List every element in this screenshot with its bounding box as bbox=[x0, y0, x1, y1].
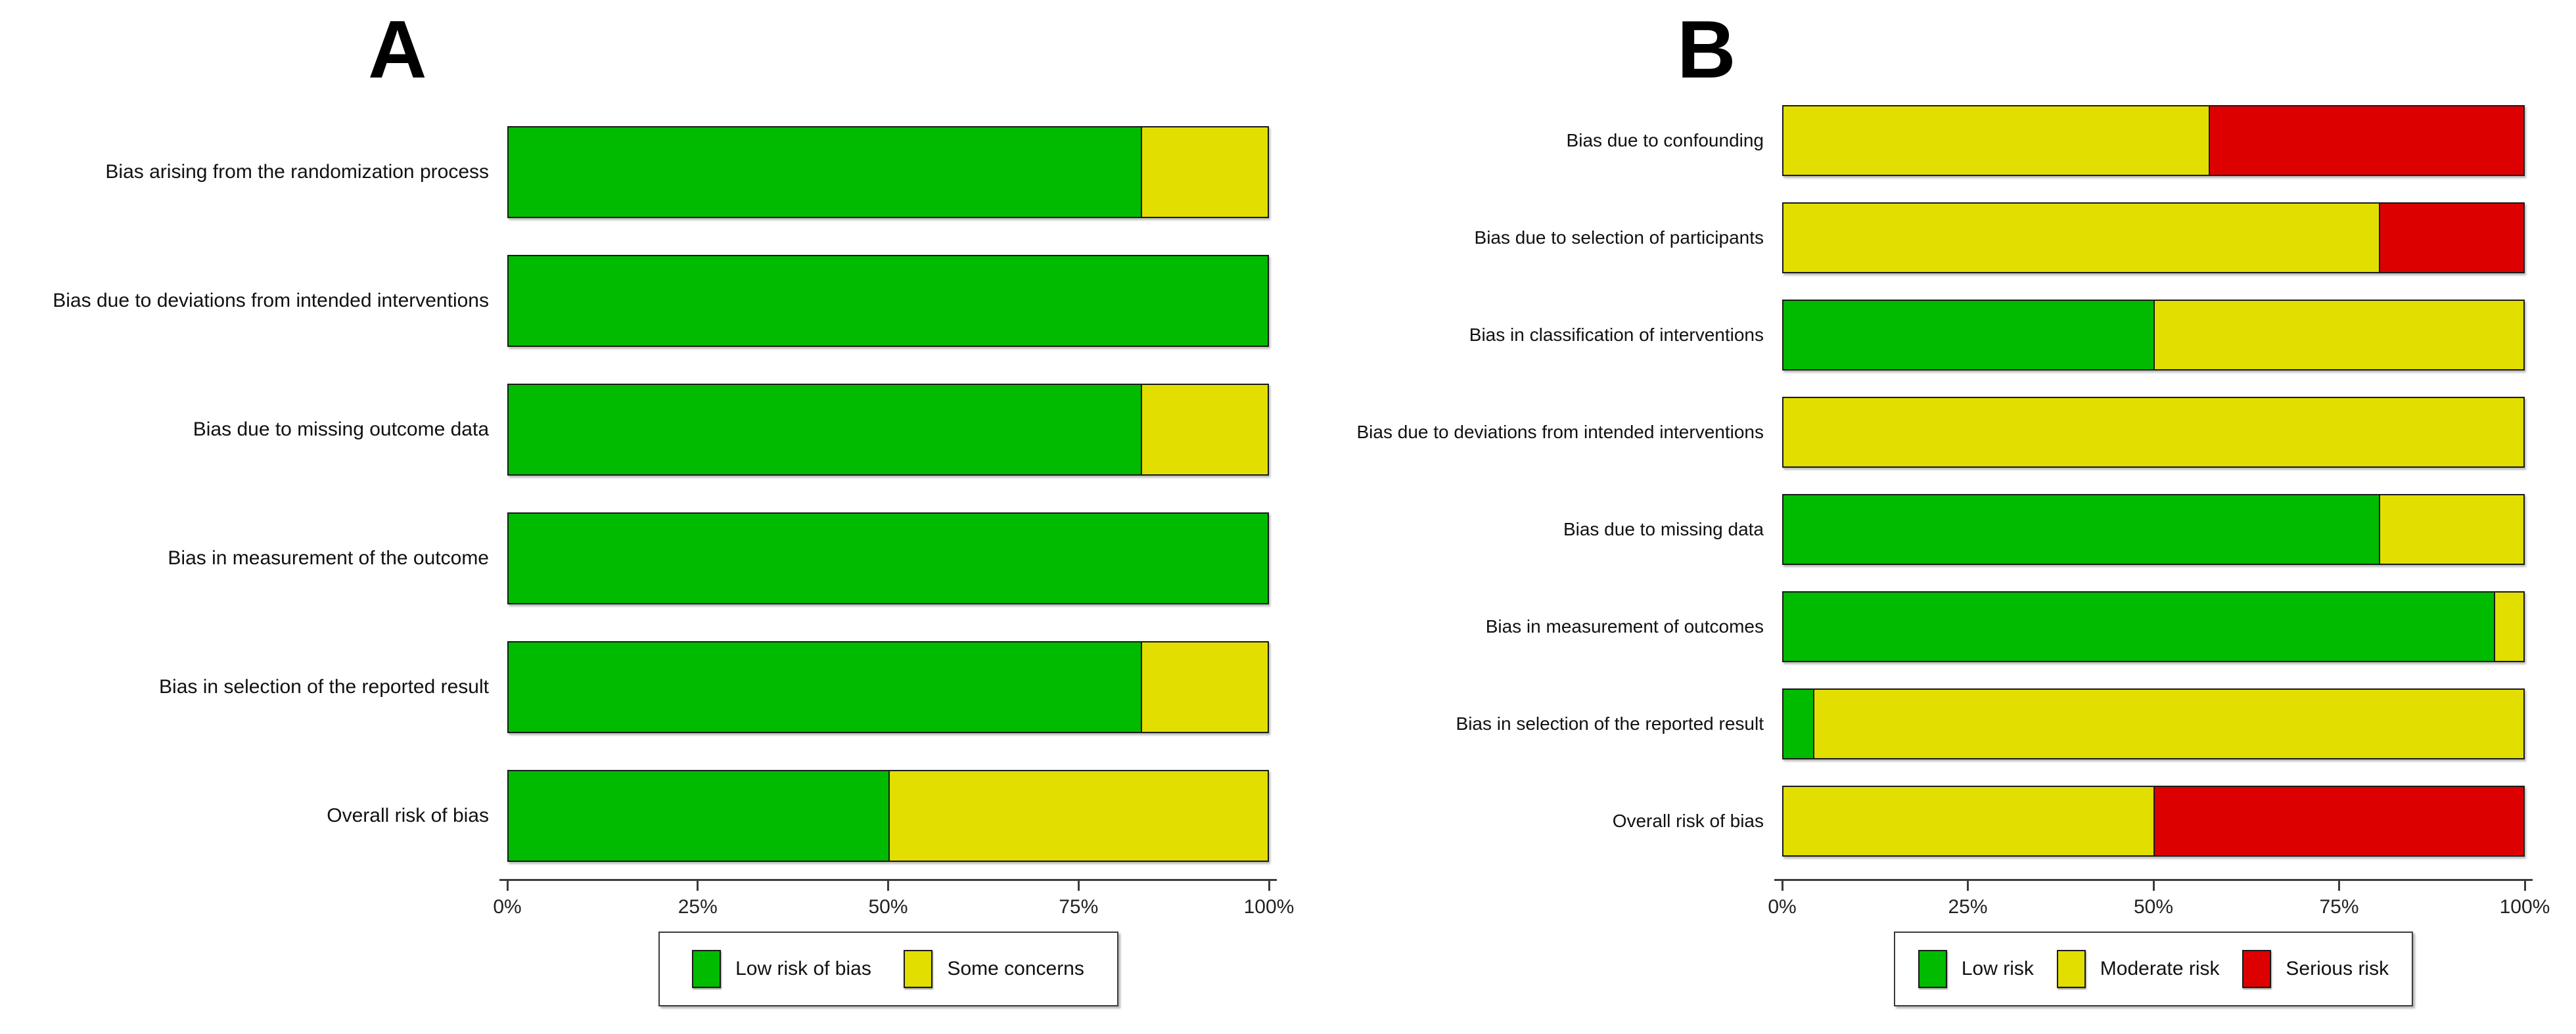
x-axis-tick bbox=[2152, 879, 2155, 891]
legend: Low risk Moderate risk Serious risk bbox=[1894, 932, 2413, 1006]
stacked-bar-bias-due-to-missing-outcome-data bbox=[507, 384, 1269, 476]
x-axis-tick-label: 50% bbox=[868, 896, 908, 918]
bar-segment-low-risk bbox=[1783, 690, 1814, 758]
bar-segment-serious-risk bbox=[2153, 787, 2523, 855]
x-axis-tick-label: 25% bbox=[678, 896, 718, 918]
plot-area-a: Bias arising from the randomization proc… bbox=[53, 126, 1294, 1006]
panel-a-title: A bbox=[368, 5, 427, 95]
bar-segment-moderate-risk bbox=[1783, 787, 2153, 855]
x-axis-tick-label: 50% bbox=[2133, 896, 2174, 918]
x-axis-tick-label: 100% bbox=[2499, 896, 2550, 918]
bar-label-bias-due-to-confounding: Bias due to confounding bbox=[1566, 129, 1764, 150]
stacked-bar-overall-risk-of-bias bbox=[507, 770, 1269, 862]
x-axis-tick bbox=[2338, 879, 2340, 891]
legend-item-low-risk-of-bias: Low risk of bias bbox=[692, 950, 871, 988]
bar-label-bias-due-to-deviations-from-intended-interventions: Bias due to deviations from intended int… bbox=[1356, 421, 1764, 442]
legend-label-low-risk: Low risk bbox=[1961, 958, 2034, 979]
bar-segment-low-risk-of-bias bbox=[509, 642, 1141, 732]
x-axis-tick bbox=[887, 879, 889, 891]
x-axis-tick-label: 75% bbox=[2319, 896, 2359, 918]
stacked-bar-bias-due-to-deviations-from-intended-interventions bbox=[1782, 397, 2525, 468]
stacked-bar-overall-risk-of-bias bbox=[1782, 786, 2525, 857]
bar-segment-low-risk-of-bias bbox=[509, 127, 1141, 217]
bar-label-bias-due-to-deviations-from-intended-interventions: Bias due to deviations from intended int… bbox=[53, 289, 489, 311]
stacked-bar-bias-in-measurement-of-outcomes bbox=[1782, 591, 2525, 662]
bar-segment-low-risk bbox=[1783, 593, 2494, 661]
bar-segment-moderate-risk bbox=[1783, 106, 2209, 175]
stacked-bar-bias-due-to-confounding bbox=[1782, 105, 2525, 176]
bar-segment-low-risk-of-bias bbox=[509, 771, 888, 861]
bar-segment-moderate-risk bbox=[2379, 495, 2523, 564]
bar-label-bias-in-measurement-of-outcomes: Bias in measurement of outcomes bbox=[1485, 616, 1764, 637]
x-axis-tick bbox=[697, 879, 699, 891]
bar-segment-low-risk-of-bias bbox=[509, 256, 1268, 346]
x-axis-tick-label: 75% bbox=[1059, 896, 1099, 918]
x-axis-tick bbox=[1781, 879, 1783, 891]
bar-label-bias-due-to-missing-outcome-data: Bias due to missing outcome data bbox=[193, 418, 489, 440]
stacked-bar-bias-due-to-selection-of-participants bbox=[1782, 202, 2525, 273]
x-axis-tick bbox=[1268, 879, 1270, 891]
bar-segment-some-concerns bbox=[888, 771, 1268, 861]
legend-swatch-moderate-risk bbox=[2056, 950, 2086, 988]
bar-segment-serious-risk bbox=[2209, 106, 2523, 175]
bar-segment-low-risk bbox=[1783, 495, 2380, 564]
bar-label-bias-due-to-missing-data: Bias due to missing data bbox=[1563, 518, 1764, 539]
stacked-bar-bias-in-measurement-of-the-outcome bbox=[507, 512, 1269, 604]
bar-segment-moderate-risk bbox=[2493, 593, 2523, 661]
x-axis-tick-label: 0% bbox=[493, 896, 522, 918]
panel-a-randomized-trials: A Bias arising from the randomization pr… bbox=[53, 5, 1294, 1006]
legend-item-some-concerns: Some concerns bbox=[904, 950, 1084, 988]
legend-item-serious-risk: Serious risk bbox=[2242, 950, 2389, 988]
legend-swatch-low-risk bbox=[1918, 950, 1947, 988]
x-axis-tick bbox=[1967, 879, 1969, 891]
legend-label-some-concerns: Some concerns bbox=[947, 958, 1084, 979]
legend-label-low-risk-of-bias: Low risk of bias bbox=[735, 958, 871, 979]
bar-segment-serious-risk bbox=[2379, 204, 2523, 272]
stacked-bar-bias-in-classification-of-interventions bbox=[1782, 300, 2525, 371]
legend-label-moderate-risk: Moderate risk bbox=[2100, 958, 2220, 979]
x-axis-tick-label: 0% bbox=[1768, 896, 1797, 918]
stacked-bar-bias-due-to-deviations-from-intended-interventions bbox=[507, 255, 1269, 347]
bar-label-overall-risk-of-bias: Overall risk of bias bbox=[327, 804, 489, 826]
legend-label-serious-risk: Serious risk bbox=[2286, 958, 2389, 979]
x-axis-tick-label: 100% bbox=[1243, 896, 1295, 918]
panel-b-title: B bbox=[1677, 5, 1736, 95]
bar-label-overall-risk-of-bias: Overall risk of bias bbox=[1612, 810, 1764, 831]
bar-segment-some-concerns bbox=[1141, 642, 1268, 732]
bar-label-bias-due-to-selection-of-participants: Bias due to selection of participants bbox=[1474, 227, 1764, 248]
legend: Low risk of bias Some concerns bbox=[658, 932, 1118, 1006]
bar-segment-moderate-risk bbox=[1783, 204, 2380, 272]
bar-segment-moderate-risk bbox=[1783, 398, 2523, 466]
x-axis-tick bbox=[1077, 879, 1080, 891]
bar-label-bias-arising-from-the-randomization-process: Bias arising from the randomization proc… bbox=[105, 160, 489, 183]
stacked-bar-bias-arising-from-the-randomization-process bbox=[507, 126, 1269, 218]
bar-label-bias-in-selection-of-the-reported-result: Bias in selection of the reported result bbox=[1456, 713, 1764, 734]
bar-segment-moderate-risk bbox=[1813, 690, 2523, 758]
plot-area-b: Bias due to confounding Bias due to selec… bbox=[1288, 0, 2576, 1034]
panel-b-non-randomized-studies: B Bias due to confounding Bias due to sel… bbox=[1288, 0, 2576, 1034]
x-axis-tick bbox=[2523, 879, 2526, 891]
x-axis-tick bbox=[506, 879, 509, 891]
stacked-bar-bias-in-selection-of-the-reported-result bbox=[1782, 688, 2525, 759]
bar-segment-some-concerns bbox=[1141, 385, 1268, 474]
bar-label-bias-in-measurement-of-the-outcome: Bias in measurement of the outcome bbox=[168, 547, 489, 569]
x-axis-tick-label: 25% bbox=[1948, 896, 1988, 918]
bar-label-bias-in-selection-of-the-reported-result: Bias in selection of the reported result bbox=[159, 675, 489, 698]
stacked-bar-bias-due-to-missing-data bbox=[1782, 494, 2525, 565]
stacked-bar-bias-in-selection-of-the-reported-result bbox=[507, 641, 1269, 733]
legend-item-low-risk: Low risk bbox=[1918, 950, 2034, 988]
bar-segment-low-risk bbox=[1783, 301, 2153, 369]
legend-swatch-low-risk-of-bias bbox=[692, 950, 722, 988]
bar-label-bias-in-classification-of-interventions: Bias in classification of interventions bbox=[1469, 324, 1764, 345]
bar-segment-some-concerns bbox=[1141, 127, 1268, 217]
legend-item-moderate-risk: Moderate risk bbox=[2056, 950, 2220, 988]
legend-swatch-serious-risk bbox=[2242, 950, 2272, 988]
bar-segment-moderate-risk bbox=[2153, 301, 2523, 369]
bar-segment-low-risk-of-bias bbox=[509, 385, 1141, 474]
bar-segment-low-risk-of-bias bbox=[509, 514, 1268, 603]
legend-swatch-some-concerns bbox=[904, 950, 933, 988]
